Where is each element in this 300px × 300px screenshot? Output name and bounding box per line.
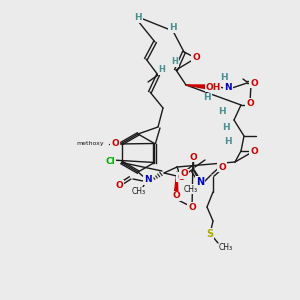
Text: O: O bbox=[246, 98, 254, 107]
Text: CH₃: CH₃ bbox=[132, 188, 146, 196]
Polygon shape bbox=[186, 85, 208, 89]
Text: N: N bbox=[144, 176, 152, 184]
Text: H: H bbox=[172, 58, 178, 67]
Text: H: H bbox=[224, 137, 232, 146]
Text: H: H bbox=[159, 65, 165, 74]
Text: H: H bbox=[203, 94, 211, 103]
Text: O: O bbox=[250, 146, 258, 155]
Text: H: H bbox=[134, 14, 142, 22]
Text: O: O bbox=[180, 169, 188, 178]
Polygon shape bbox=[174, 172, 178, 196]
Text: N: N bbox=[224, 83, 232, 92]
Text: CH₃: CH₃ bbox=[219, 244, 233, 253]
Text: N: N bbox=[196, 177, 204, 187]
Text: O: O bbox=[177, 172, 185, 182]
Text: OH: OH bbox=[205, 82, 221, 91]
Text: H: H bbox=[218, 106, 226, 116]
Text: H: H bbox=[220, 74, 228, 82]
Text: O: O bbox=[115, 181, 123, 190]
Text: H: H bbox=[222, 124, 230, 133]
Text: Cl: Cl bbox=[105, 158, 115, 166]
Text: O: O bbox=[172, 191, 180, 200]
Text: O: O bbox=[189, 152, 197, 161]
Text: O: O bbox=[250, 79, 258, 88]
Text: CH₃: CH₃ bbox=[184, 184, 198, 194]
Text: methoxy: methoxy bbox=[76, 142, 104, 146]
Text: S: S bbox=[206, 229, 214, 239]
Text: O: O bbox=[111, 140, 119, 148]
Text: O: O bbox=[218, 163, 226, 172]
Text: O: O bbox=[192, 53, 200, 62]
Text: O: O bbox=[188, 202, 196, 211]
Text: H: H bbox=[169, 23, 177, 32]
